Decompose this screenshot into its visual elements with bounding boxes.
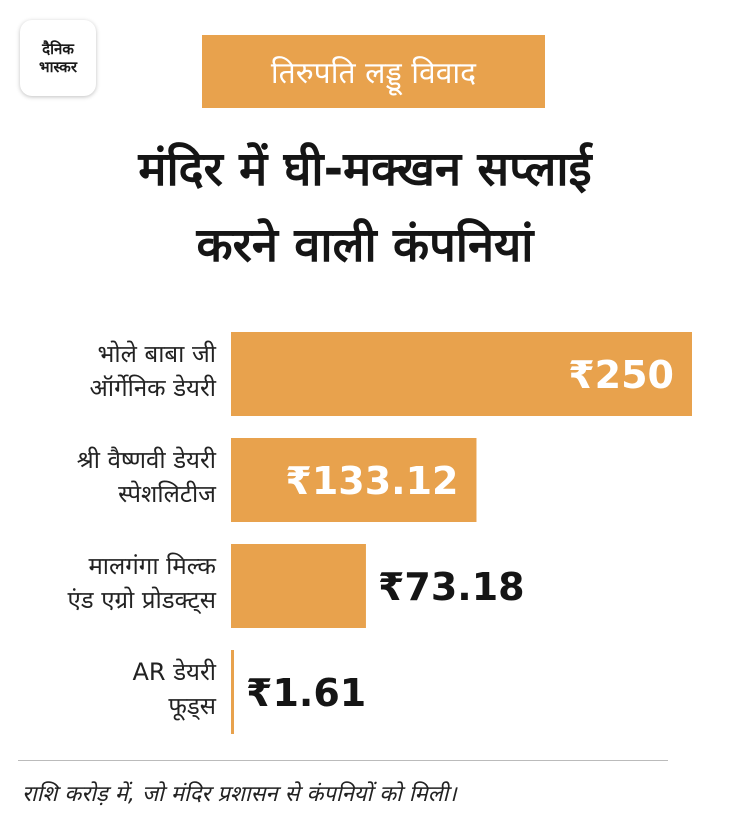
footnote: राशि करोड़ में, जो मंदिर प्रशासन से कंपन… bbox=[22, 782, 457, 807]
value-label-1: ₹250 bbox=[568, 353, 674, 397]
category-label-1-line-1: भोले बाबा जी bbox=[98, 340, 217, 368]
topic-tag: तिरुपति लड्डू विवाद bbox=[202, 35, 545, 108]
category-label-2-line-2: स्पेशलिटीज bbox=[118, 480, 217, 508]
logo-line1: दैनिक bbox=[42, 40, 74, 58]
topic-tag-label: तिरुपति लड्डू विवाद bbox=[270, 56, 477, 91]
chart-title-line2: करने वाली कंपनियां bbox=[196, 218, 534, 273]
bar-1 bbox=[231, 332, 692, 416]
value-label-4: ₹1.61 bbox=[246, 671, 366, 715]
category-label-3-line-1: मालगंगा मिल्क bbox=[88, 552, 216, 580]
chart-title-line1: मंदिर में घी-मक्खन सप्लाई bbox=[138, 142, 592, 197]
category-label-4-line-1: AR डेयरी bbox=[132, 658, 216, 686]
category-label-2-line-1: श्री वैष्णवी डेयरी bbox=[77, 446, 217, 474]
logo-line2: भास्कर bbox=[39, 58, 77, 76]
bar-3 bbox=[231, 544, 366, 628]
dainik-bhaskar-logo: दैनिक भास्कर bbox=[20, 20, 96, 96]
category-label-1-line-2: ऑर्गेनिक डेयरी bbox=[90, 374, 217, 402]
footnote-divider bbox=[18, 760, 668, 761]
category-label-3-line-2: एंड एग्रो प्रोडक्ट्स bbox=[67, 586, 216, 615]
chart-title: मंदिर में घी-मक्खन सप्लाई करने वाली कंपन… bbox=[0, 132, 730, 284]
value-label-3: ₹73.18 bbox=[378, 565, 525, 609]
bar-4 bbox=[231, 650, 234, 734]
bar-2 bbox=[231, 438, 477, 522]
category-label-4-line-2: फूड्स bbox=[168, 692, 216, 721]
value-label-2: ₹133.12 bbox=[285, 459, 458, 503]
bar-chart: भोले बाबा जी ऑर्गेनिक डेयरी ₹250 श्री वैष्ण… bbox=[67, 332, 692, 734]
